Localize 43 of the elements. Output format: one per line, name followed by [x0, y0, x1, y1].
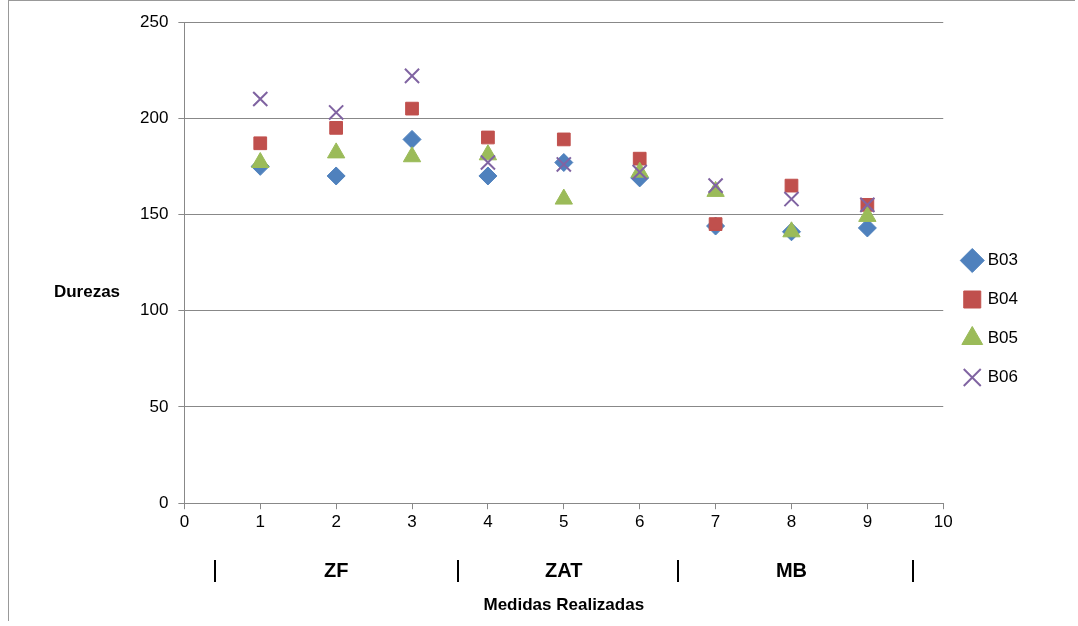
x-tick-label: 1	[255, 512, 265, 532]
point	[402, 129, 422, 149]
y-tick-label: 200	[139, 107, 169, 127]
x-tick-label: 3	[407, 512, 417, 532]
point	[632, 151, 647, 166]
point	[253, 136, 268, 151]
point	[403, 67, 421, 84]
y-tick-label: 50	[149, 396, 169, 416]
point	[405, 101, 419, 116]
legend-label: B06	[987, 367, 1018, 387]
point	[326, 166, 346, 186]
y-axis-title: Durezas	[53, 282, 121, 302]
point	[478, 166, 498, 186]
y-tick-label: 250	[139, 11, 169, 31]
point	[251, 152, 270, 169]
point	[783, 191, 800, 208]
x-tick-label: 6	[634, 512, 645, 532]
x-tick-label: 9	[862, 512, 873, 532]
point	[328, 104, 345, 121]
y-tick-label: 0	[158, 492, 169, 512]
point	[784, 178, 799, 193]
legend-label: B03	[987, 250, 1018, 270]
point	[252, 90, 269, 108]
y-tick-label: 100	[139, 300, 169, 320]
x-tick-label: 8	[786, 512, 797, 532]
point	[481, 130, 495, 145]
point	[329, 121, 344, 135]
x-tick-label: 7	[710, 512, 721, 532]
text: MB	[775, 558, 808, 581]
text: ZAT	[545, 558, 583, 581]
legend-label: B04	[987, 289, 1018, 309]
x-tick-label: 10	[933, 512, 953, 532]
x-axis-title: Medidas Realizadas	[483, 595, 645, 615]
point	[556, 132, 571, 147]
x-tick-label: 5	[559, 512, 569, 532]
x-tick-label: 0	[179, 512, 190, 532]
x-tick-label: 4	[483, 512, 493, 532]
legend-label: B05	[987, 328, 1018, 348]
point	[708, 217, 723, 231]
text: ZF	[323, 558, 349, 581]
point	[479, 154, 496, 171]
y-tick-label: 150	[139, 204, 169, 224]
x-tick-label: 2	[331, 512, 341, 532]
